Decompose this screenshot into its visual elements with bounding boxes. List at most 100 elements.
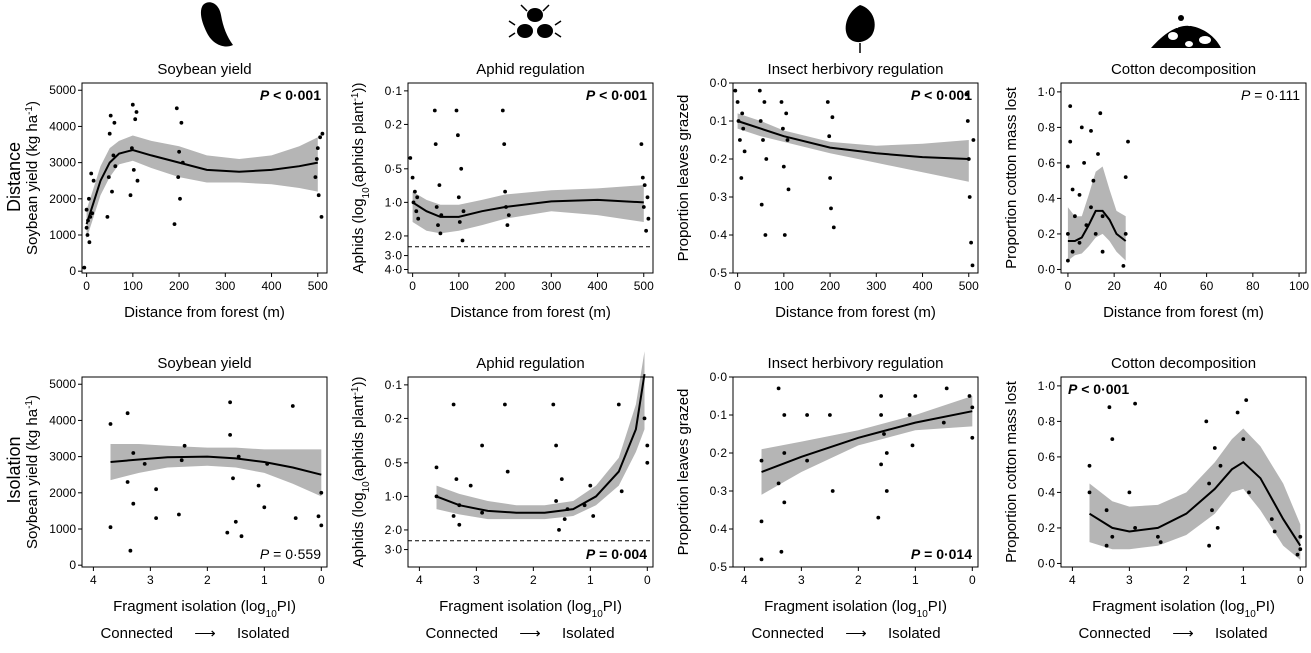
data-point	[316, 193, 321, 198]
data-point	[757, 88, 762, 93]
data-point	[113, 164, 118, 169]
data-point	[825, 100, 830, 104]
data-point	[87, 196, 91, 201]
data-point	[182, 443, 187, 448]
data-point	[110, 189, 114, 194]
y-tick-label: 0·0	[710, 370, 728, 384]
x-tick-label: 2	[1183, 573, 1190, 587]
data-point	[505, 469, 510, 474]
fit-line	[1088, 460, 1302, 547]
data-point	[1215, 526, 1220, 530]
x-tick-label: 40	[1154, 279, 1168, 293]
confidence-band	[436, 351, 645, 520]
direction-label-4: Connected ⟶ Isolated	[1078, 625, 1267, 642]
y-tick-label: 0·3	[710, 190, 728, 204]
y-tick-label: 2·0	[385, 523, 403, 537]
data-point	[879, 462, 883, 467]
data-point	[108, 422, 113, 426]
y-axis-label: Proportion leaves grazed	[675, 389, 692, 556]
y-tick-label: 0·2	[385, 411, 403, 425]
data-point	[451, 514, 456, 518]
data-point	[781, 164, 786, 169]
data-point	[738, 138, 742, 142]
data-point	[131, 501, 136, 506]
data-point	[142, 462, 147, 466]
chart-panel-3: Insect herbivory regulation 0 100 200 300 400…	[675, 61, 979, 321]
y-tick-label: 0·4	[1038, 485, 1056, 499]
data-point	[559, 477, 564, 481]
data-point	[236, 454, 241, 459]
data-point	[293, 516, 298, 520]
data-point	[106, 175, 111, 180]
y-tick-label: 1·0	[1038, 85, 1056, 99]
data-point	[319, 215, 324, 219]
data-point	[154, 487, 159, 492]
data-point	[130, 102, 135, 107]
direction-label-2: Connected ⟶ Isolated	[425, 625, 614, 642]
y-tick-label: 5000	[49, 377, 76, 391]
data-point	[89, 171, 94, 176]
data-point	[1070, 249, 1075, 254]
data-point	[742, 149, 747, 154]
x-tick-label: 1	[912, 573, 919, 587]
data-point	[831, 225, 836, 230]
x-tick-label: 1	[1240, 573, 1247, 587]
arrow-glyph: ⟶	[1172, 625, 1194, 642]
data-point	[1110, 534, 1115, 539]
x-tick-label: 3	[147, 573, 154, 587]
data-point	[759, 202, 764, 207]
y-tick-label: 1·0	[385, 195, 403, 209]
data-point	[434, 465, 439, 470]
confidence-band	[761, 396, 973, 495]
confidence-band	[110, 444, 322, 497]
data-point	[645, 195, 650, 200]
y-tick-label: 0·0	[710, 76, 728, 90]
data-point	[645, 460, 650, 465]
y-tick-label: 3000	[49, 450, 76, 464]
data-point	[739, 176, 744, 180]
plot-frame	[407, 82, 654, 274]
data-point	[454, 477, 459, 481]
isolated-label: Isolated	[888, 625, 941, 642]
x-tick-label: 400	[913, 279, 933, 293]
y-tick-label: 0·8	[1038, 414, 1056, 428]
soybean-pod-icon	[200, 2, 233, 47]
data-point	[971, 138, 976, 142]
x-axis-label: Distance from forest (m)	[450, 304, 611, 321]
x-tick-label: 2	[855, 573, 862, 587]
y-tick-label: 0·3	[710, 484, 728, 498]
data-point	[1298, 547, 1303, 552]
data-point	[456, 195, 461, 200]
data-point	[557, 528, 561, 532]
data-point	[415, 195, 420, 200]
y-tick-label: 0·1	[710, 408, 728, 422]
data-point	[1158, 540, 1163, 544]
data-point	[1077, 240, 1082, 245]
isolated-label: Isolated	[562, 625, 615, 642]
data-point	[882, 432, 886, 436]
x-tick-label: 500	[308, 279, 328, 293]
y-axis-label: Soybean yield (kg ha-1)	[24, 101, 42, 255]
y-tick-label: 0·4	[1038, 191, 1056, 205]
data-point	[644, 228, 648, 233]
data-point	[461, 209, 466, 214]
y-tick-label: 1·0	[1038, 379, 1056, 393]
chart-title: Cotton decomposition	[1111, 355, 1256, 372]
data-point	[107, 131, 112, 136]
data-point	[233, 519, 238, 524]
data-point	[179, 120, 184, 125]
y-axis-label: Aphids (log10(aphids plant-1))	[350, 377, 372, 568]
data-point	[805, 413, 809, 417]
data-point	[178, 196, 182, 201]
data-point	[551, 402, 556, 407]
data-point	[154, 516, 159, 520]
data-point	[131, 168, 136, 172]
aphids-icon	[508, 4, 562, 38]
data-point	[1272, 529, 1277, 534]
data-point	[965, 119, 970, 123]
cotton-decomposition-icon	[1151, 15, 1221, 48]
data-point	[782, 233, 787, 237]
connected-label: Connected	[1078, 625, 1151, 642]
data-point	[776, 386, 781, 391]
